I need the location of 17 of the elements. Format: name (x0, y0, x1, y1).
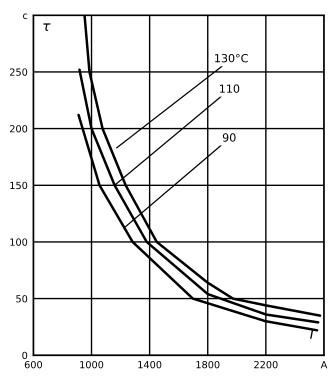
x-tick-label: 1400 (138, 360, 162, 368)
x-tick-label: 1800 (196, 360, 220, 368)
y-axis-title: τ (43, 23, 51, 31)
y-tick-label: 250 (10, 68, 28, 76)
x-tick-label: 2200 (254, 360, 278, 368)
x-tick-label: A (320, 361, 328, 368)
y-tick-label: 50 (16, 295, 28, 302)
annotation: 90 (222, 133, 236, 142)
y-tick-label: 150 (10, 182, 28, 190)
x-tick-label: 1000 (80, 360, 104, 368)
annotation: 130°C (215, 54, 248, 62)
annotation: 110 (220, 84, 240, 93)
y-tick-label: 0 (22, 352, 28, 360)
y-tick-label: c (23, 14, 28, 20)
x-tick-label: 600 (24, 360, 42, 368)
y-tick-label: 200 (10, 125, 28, 132)
y-tick-label: 100 (10, 238, 28, 246)
